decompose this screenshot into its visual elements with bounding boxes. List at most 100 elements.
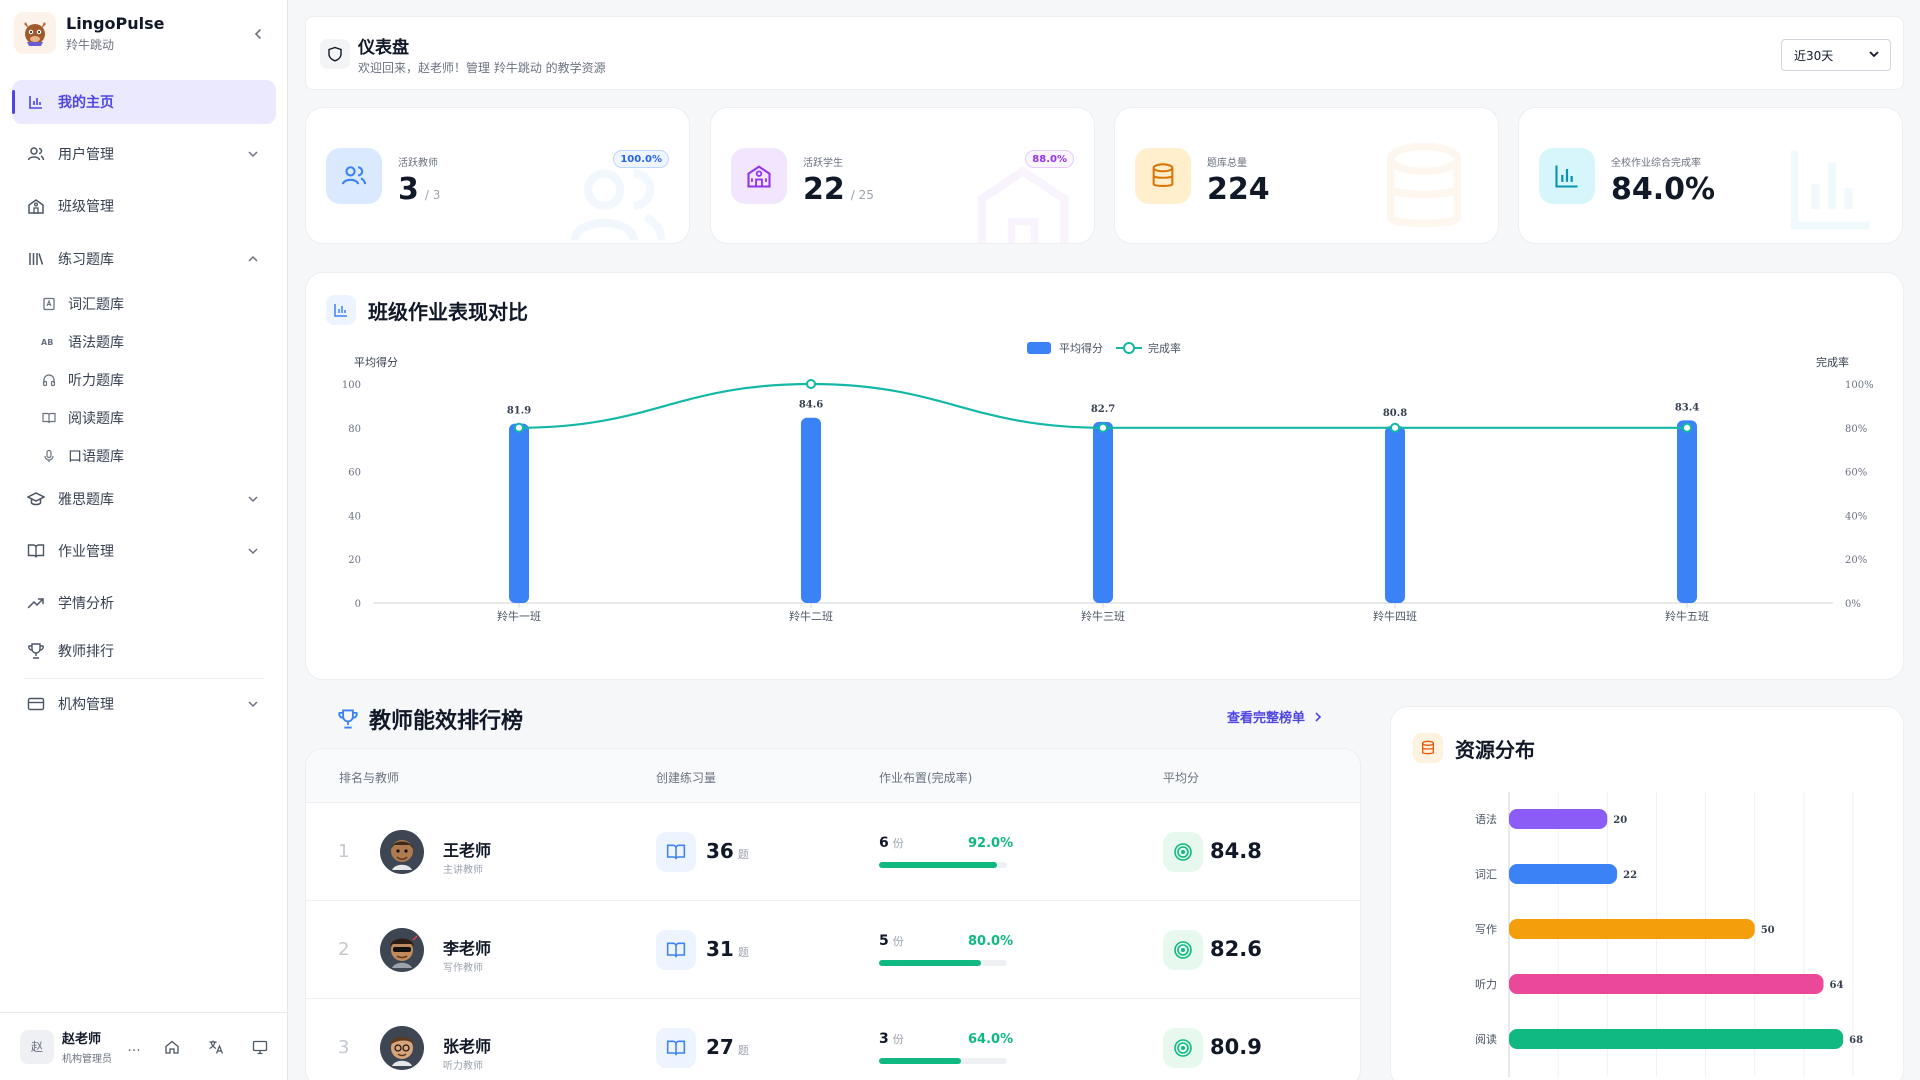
sidebar-subitem-speaking[interactable]: 口语题库 (40, 439, 260, 473)
sidebar-item-label: 我的主页 (58, 95, 114, 111)
class-performance-chart: 平均得分 完成率 平均得分 完成率 0 0% 20 20% 40 40% 60 60% 80 80… (342, 341, 1874, 623)
average-score: 80.9 (1210, 1035, 1262, 1059)
x-tick-label: 羚牛四班 (1373, 609, 1417, 623)
translate-icon (209, 1040, 224, 1054)
rank-number: 3 (338, 1037, 350, 1058)
teacher-name: 王老师 (443, 841, 492, 860)
credit-card-icon (26, 694, 46, 714)
stat-card-question-bank: 题库总量 224 (1114, 107, 1499, 244)
avatar (380, 830, 424, 874)
database-icon (1413, 733, 1443, 763)
sidebar-item-org[interactable]: 机构管理 (12, 682, 276, 726)
brand-name: LingoPulse (66, 13, 165, 33)
school-icon (731, 148, 787, 204)
bar (509, 423, 529, 603)
book-open-icon (656, 1028, 696, 1068)
teacher-name: 张老师 (443, 1037, 492, 1056)
language-button[interactable] (198, 1029, 234, 1065)
completion-progress-bar (879, 862, 1007, 868)
brand[interactable]: LingoPulse 羚牛跳动 (14, 10, 274, 56)
sidebar: LingoPulse 羚牛跳动 我的主页 用户管理 班级管理 练习题库 (0, 0, 288, 1080)
home-icon (165, 1040, 179, 1054)
stat-value: 22/ 25 (803, 172, 874, 207)
target-icon (1163, 832, 1203, 872)
sidebar-item-homework[interactable]: 作业管理 (12, 529, 276, 573)
stat-label: 题库总量 (1207, 158, 1247, 169)
sidebar-footer: 赵 赵老师 机构管理员 ... (0, 1012, 288, 1080)
date-range-select[interactable]: 近30天 (1781, 39, 1891, 71)
book-open-icon (40, 409, 58, 427)
collapse-sidebar-button[interactable] (246, 22, 270, 46)
completion-progress-bar (879, 1058, 1007, 1064)
sidebar-subitem-listening[interactable]: 听力题库 (40, 363, 260, 397)
bar (1509, 809, 1608, 829)
sidebar-subitem-grammar[interactable]: AB 语法题库 (40, 325, 260, 359)
ab-icon: AB (40, 333, 58, 351)
vocabulary-icon (40, 295, 58, 313)
display-button[interactable] (242, 1029, 278, 1065)
date-range-value: 近30天 (1794, 48, 1834, 63)
y-tick-label: 词汇 (1475, 868, 1497, 881)
sidebar-subitem-vocabulary[interactable]: 词汇题库 (40, 287, 260, 321)
sidebar-subitem-label: 阅读题库 (68, 411, 124, 427)
bar (1509, 974, 1824, 994)
stat-card-teachers: 活跃教师 3/ 3 100.0% (305, 107, 690, 244)
sidebar-item-ielts[interactable]: 雅思题库 (12, 477, 276, 521)
view-full-ranking-link[interactable]: 查看完整榜单 (1227, 707, 1325, 726)
database-icon (1135, 148, 1191, 204)
sidebar-item-home[interactable]: 我的主页 (12, 80, 276, 124)
sidebar-subitem-reading[interactable]: 阅读题库 (40, 401, 260, 435)
avatar (380, 928, 424, 972)
y-tick-label: 阅读 (1475, 1032, 1497, 1046)
user-avatar[interactable]: 赵 (20, 1029, 54, 1064)
teacher-role: 听力教师 (443, 1061, 483, 1072)
bar-chart-icon (1539, 148, 1595, 204)
bar-chart-icon (26, 92, 46, 112)
y-tick-label-right: 0% (1845, 599, 1861, 610)
bar-data-label: 64 (1830, 980, 1844, 991)
status-badge: 88.0% (1025, 150, 1074, 168)
sidebar-subitem-label: 词汇题库 (68, 297, 124, 313)
column-header: 创建练习量 (656, 771, 717, 785)
completion-progress-bar (879, 960, 1007, 966)
trophy-icon (335, 706, 361, 732)
sidebar-item-practice[interactable]: 练习题库 (12, 237, 276, 281)
teacher-ranking-table: 排名与教师 创建练习量 作业布置(完成率) 平均分 1 王老师 主讲教师 36 题… (305, 748, 1361, 1080)
status-badge: 100.0% (613, 150, 669, 168)
library-icon (26, 249, 46, 269)
sidebar-item-classes[interactable]: 班级管理 (12, 184, 276, 228)
completion-progress-fill (879, 960, 982, 966)
chevron-up-icon (244, 250, 262, 268)
microphone-icon (40, 447, 58, 465)
bar-data-label: 81.9 (507, 406, 531, 417)
stat-value: 3/ 3 (398, 172, 441, 207)
bar (1385, 426, 1405, 603)
brand-subtitle: 羚牛跳动 (66, 37, 115, 52)
bar-data-label: 22 (1623, 870, 1637, 881)
sidebar-subitem-label: 听力题库 (68, 373, 124, 389)
target-icon (1163, 1028, 1203, 1068)
bar (1093, 421, 1113, 603)
line-point (1390, 422, 1400, 433)
x-tick-label: 羚牛三班 (1081, 609, 1125, 623)
home-button[interactable] (154, 1029, 190, 1065)
column-header: 排名与教师 (339, 771, 400, 785)
sidebar-item-label: 教师排行 (58, 644, 114, 660)
line-point (806, 379, 816, 389)
chevron-down-icon (244, 695, 262, 713)
sidebar-item-ranking[interactable]: 教师排行 (12, 629, 276, 673)
more-options-button[interactable]: ... (127, 1038, 141, 1055)
ranking-title: 教师能效排行榜 (369, 709, 524, 734)
y-tick-label-right: 40% (1845, 511, 1867, 522)
sidebar-item-analytics[interactable]: 学情分析 (12, 581, 276, 625)
trophy-icon (26, 641, 46, 661)
resource-distribution-card: 资源分布 010203040506070语法20词汇22写作50听力64阅读68 (1390, 706, 1904, 1080)
x-tick-label: 羚牛二班 (789, 609, 833, 623)
y-axis-right-label: 完成率 (1816, 355, 1849, 369)
book-open-icon (656, 832, 696, 872)
sidebar-item-users[interactable]: 用户管理 (12, 132, 276, 176)
